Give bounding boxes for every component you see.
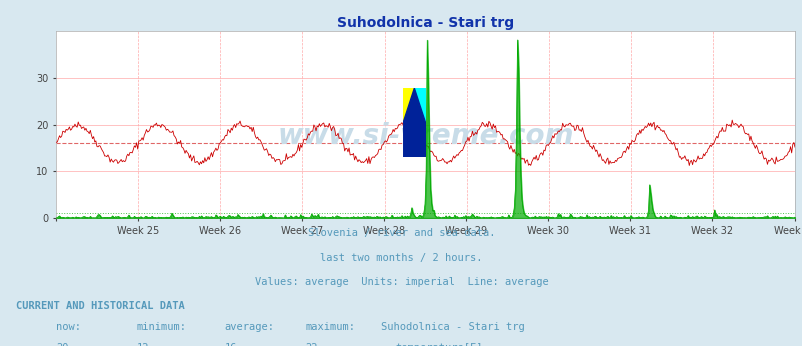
Text: Suhodolnica - Stari trg: Suhodolnica - Stari trg xyxy=(381,322,525,332)
Text: CURRENT AND HISTORICAL DATA: CURRENT AND HISTORICAL DATA xyxy=(16,301,184,311)
Text: maximum:: maximum: xyxy=(305,322,354,332)
Text: now:: now: xyxy=(56,322,81,332)
Polygon shape xyxy=(414,88,425,123)
Text: last two months / 2 hours.: last two months / 2 hours. xyxy=(320,253,482,263)
Text: www.si-vreme.com: www.si-vreme.com xyxy=(277,122,573,150)
Text: 16: 16 xyxy=(225,343,237,346)
Text: 20: 20 xyxy=(56,343,69,346)
Text: temperature[F]: temperature[F] xyxy=(395,343,483,346)
Text: average:: average: xyxy=(225,322,274,332)
Title: Suhodolnica - Stari trg: Suhodolnica - Stari trg xyxy=(337,16,513,30)
Text: Slovenia / river and sea data.: Slovenia / river and sea data. xyxy=(307,228,495,238)
Text: 22: 22 xyxy=(305,343,318,346)
Polygon shape xyxy=(403,88,425,157)
Text: minimum:: minimum: xyxy=(136,322,186,332)
Text: Values: average  Units: imperial  Line: average: Values: average Units: imperial Line: av… xyxy=(254,277,548,287)
Text: 12: 12 xyxy=(136,343,149,346)
Polygon shape xyxy=(403,88,414,123)
